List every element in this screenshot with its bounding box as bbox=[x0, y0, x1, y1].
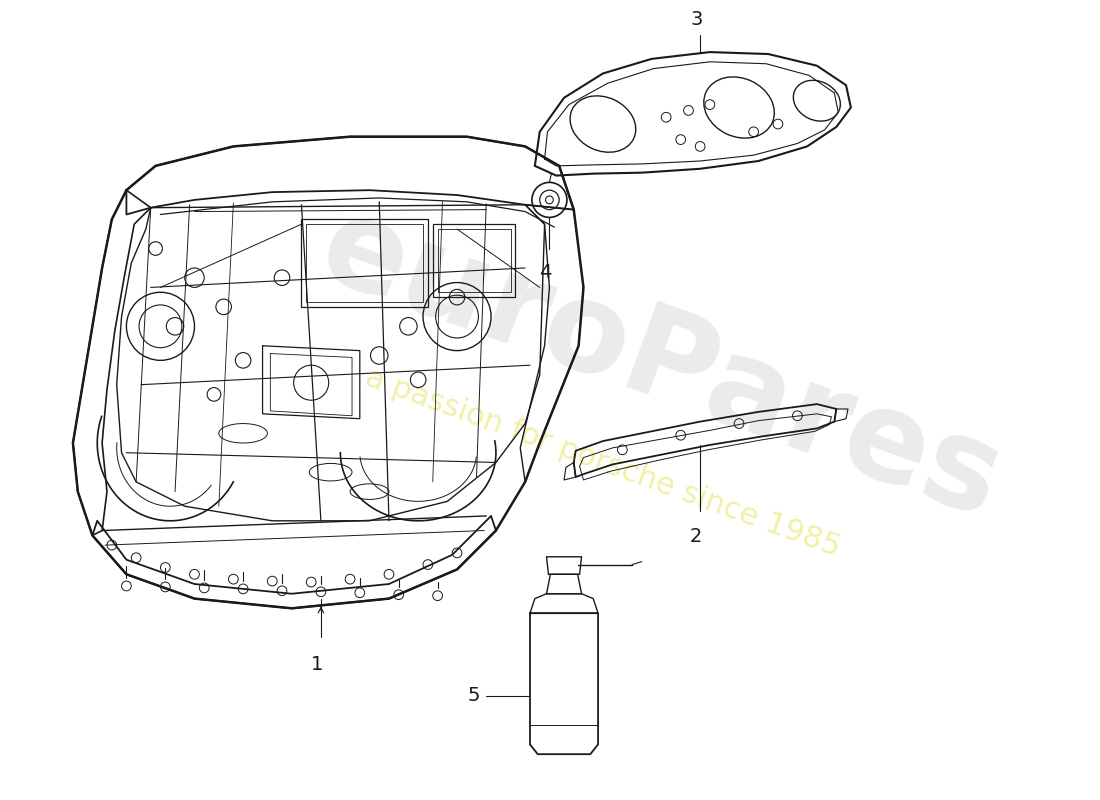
Text: 1: 1 bbox=[311, 655, 323, 674]
Text: 3: 3 bbox=[690, 10, 703, 29]
Text: 5: 5 bbox=[468, 686, 481, 706]
Bar bbox=[306, 224, 424, 302]
Text: 2: 2 bbox=[690, 526, 703, 546]
Text: 4: 4 bbox=[539, 263, 552, 282]
Bar bbox=[301, 219, 428, 307]
Bar bbox=[438, 229, 510, 292]
Bar bbox=[432, 224, 516, 297]
Text: euroPares: euroPares bbox=[305, 186, 1018, 544]
Text: a passion for porsche since 1985: a passion for porsche since 1985 bbox=[361, 362, 845, 562]
